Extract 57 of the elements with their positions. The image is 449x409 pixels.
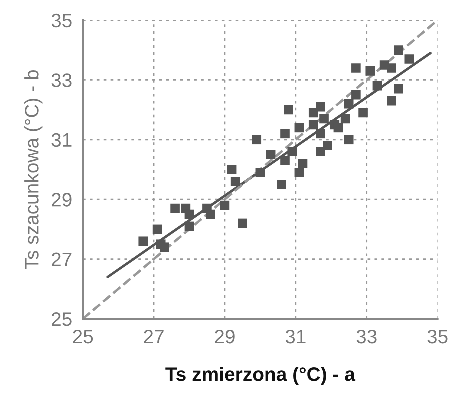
point <box>156 240 166 250</box>
point <box>320 114 329 124</box>
point <box>170 204 180 214</box>
point <box>340 114 350 124</box>
point <box>316 147 326 156</box>
x-tick-label: 31 <box>286 330 306 344</box>
point <box>387 96 396 106</box>
y-axis-title: Ts szacunkowa (°C) - b <box>24 70 43 270</box>
point <box>372 81 382 91</box>
point <box>316 129 326 139</box>
point <box>184 222 194 232</box>
x-tick-label: 29 <box>215 330 235 344</box>
point <box>334 123 344 133</box>
point <box>404 54 414 64</box>
point <box>184 210 194 220</box>
point <box>238 218 248 228</box>
point <box>358 108 368 118</box>
point <box>394 84 404 94</box>
point <box>394 46 404 55</box>
point <box>344 135 354 145</box>
point <box>284 105 294 115</box>
x-tick-label: 27 <box>144 330 164 344</box>
point <box>230 177 240 186</box>
point <box>352 90 361 100</box>
y-tick-label: 35 <box>52 14 72 28</box>
point <box>344 99 354 109</box>
point <box>138 236 148 246</box>
point <box>294 123 304 133</box>
point <box>152 224 162 234</box>
point <box>298 159 308 168</box>
point <box>294 168 304 178</box>
y-tick-label: 29 <box>52 193 72 207</box>
point <box>277 180 286 190</box>
point <box>288 147 298 156</box>
point <box>252 135 262 145</box>
point <box>280 129 290 139</box>
point <box>220 200 230 210</box>
y-tick-label: 31 <box>52 133 72 148</box>
y-tick-label: 33 <box>52 74 72 88</box>
y-tick-label: 27 <box>52 252 72 266</box>
point <box>352 64 361 73</box>
point <box>366 66 376 76</box>
point <box>308 108 318 118</box>
y-tick-label: 25 <box>52 312 72 326</box>
point <box>227 165 237 174</box>
point <box>387 64 396 73</box>
point <box>280 156 290 166</box>
x-tick-label: 35 <box>428 330 448 344</box>
point <box>323 141 332 151</box>
x-axis-title: Ts zmierzona (°C) - a <box>166 367 356 386</box>
point <box>266 150 276 160</box>
point <box>256 168 266 178</box>
point <box>316 102 326 112</box>
point <box>308 120 318 130</box>
x-tick-label: 25 <box>73 330 94 344</box>
x-tick-label: 33 <box>356 330 377 344</box>
point <box>206 210 216 220</box>
